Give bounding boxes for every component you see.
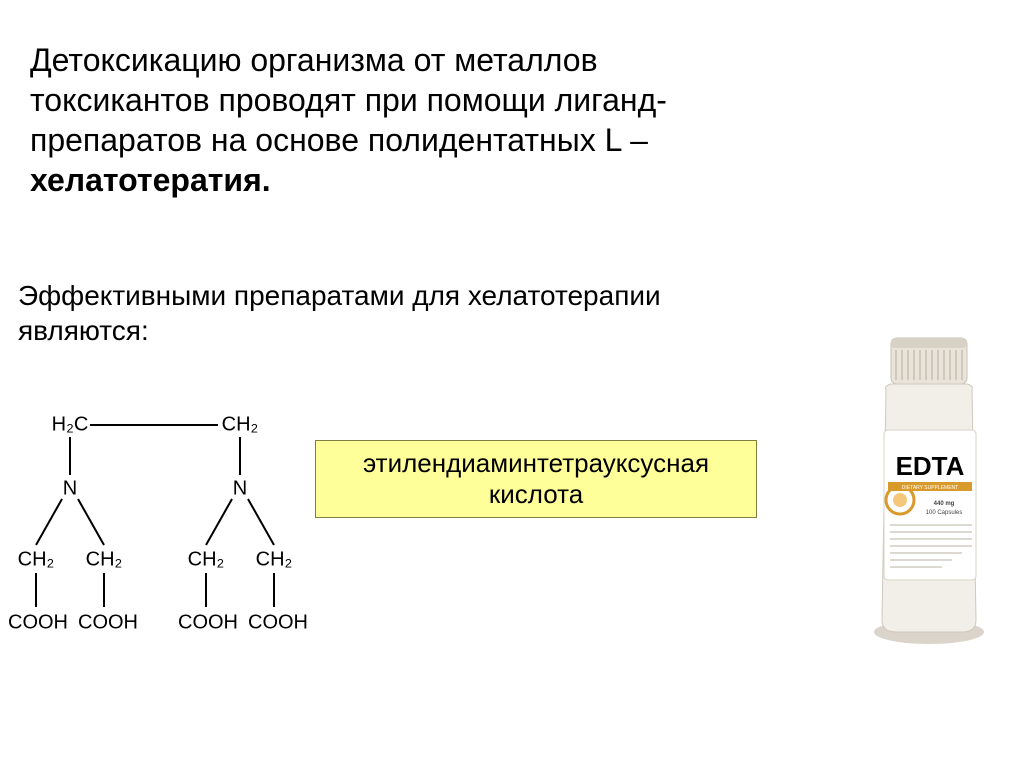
- headline-line2: токсикантов проводят при помощи лиганд-: [30, 82, 667, 118]
- headline-keyword: хелатотератия.: [30, 162, 271, 198]
- mol-ch2-2: CH₂: [86, 548, 123, 570]
- sub-line1: Эффективными препаратами для хелатотерап…: [18, 280, 661, 311]
- mol-cooh-2: COOH: [78, 611, 138, 633]
- bottle-dose: 440 mg: [934, 501, 955, 507]
- highlight-box: этилендиаминтетрауксусная кислота: [315, 440, 757, 518]
- mol-ch2-4: CH₂: [256, 548, 293, 570]
- subheading-block: Эффективными препаратами для хелатотерап…: [18, 278, 798, 348]
- mol-cooh-3: COOH: [178, 611, 238, 633]
- mol-ch2-1: CH₂: [18, 548, 55, 570]
- mol-bond-nl2: [78, 499, 104, 545]
- bottle-seal-inner-icon: [893, 493, 907, 507]
- bottle-sub1: DIETARY SUPPLEMENT: [902, 485, 958, 491]
- headline-line1: Детоксикацию организма от металлов: [30, 42, 598, 78]
- bottle-count: 100 Capsules: [926, 510, 963, 516]
- mol-ch2-3: CH₂: [188, 548, 225, 570]
- sub-line2: являются:: [18, 315, 149, 346]
- molecule-diagram: H₂C CH₂ N N CH₂ CH₂ CH₂ CH₂ COOH: [8, 395, 313, 660]
- highlight-line1: этилендиаминтетрауксусная: [363, 448, 709, 478]
- bottle-brand: EDTA: [896, 451, 965, 481]
- bottle-svg: EDTA DIETARY SUPPLEMENT 440 mg 100 Capsu…: [844, 320, 994, 650]
- mol-n-right: N: [233, 477, 247, 499]
- mol-bond-nr2: [248, 499, 274, 545]
- mol-cooh-1: COOH: [8, 611, 68, 633]
- mol-n-left: N: [63, 477, 77, 499]
- slide: Детоксикацию организма от металлов токси…: [0, 0, 1024, 767]
- mol-bond-nr1: [206, 499, 232, 545]
- headline-line3: препаратов на основе полидентатных L –: [30, 122, 648, 158]
- mol-cooh-4: COOH: [248, 611, 308, 633]
- bottle-image: EDTA DIETARY SUPPLEMENT 440 mg 100 Capsu…: [844, 320, 994, 650]
- highlight-text: этилендиаминтетрауксусная кислота: [363, 448, 709, 510]
- molecule-svg: H₂C CH₂ N N CH₂ CH₂ CH₂ CH₂ COOH: [8, 395, 313, 660]
- highlight-line2: кислота: [489, 479, 583, 509]
- headline-block: Детоксикацию организма от металлов токси…: [30, 40, 850, 200]
- mol-ch2-tr: CH₂: [222, 413, 259, 435]
- mol-ch2-tl: H₂C: [52, 413, 89, 435]
- mol-bond-nl1: [36, 499, 62, 545]
- bottle-cap-top: [891, 338, 967, 348]
